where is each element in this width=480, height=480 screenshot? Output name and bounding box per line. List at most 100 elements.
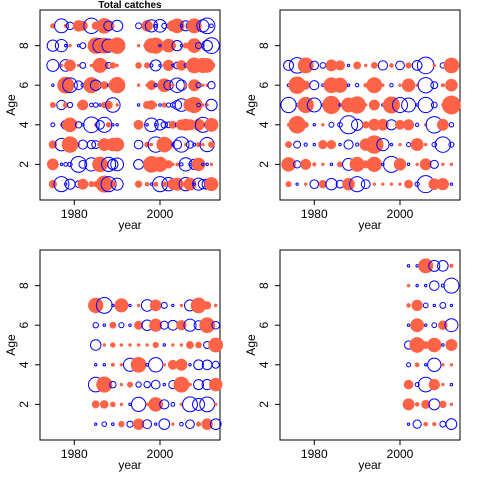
negative-bubble <box>64 59 76 72</box>
positive-bubble <box>434 136 452 153</box>
negative-bubble <box>411 299 423 312</box>
negative-bubble <box>301 80 311 90</box>
positive-bubble <box>319 62 327 69</box>
negative-bubble <box>128 343 132 347</box>
negative-bubble <box>62 117 78 133</box>
negative-bubble <box>389 182 394 186</box>
positive-bubble <box>360 179 371 190</box>
positive-bubble <box>406 162 411 167</box>
negative-bubble <box>173 376 190 393</box>
positive-bubble <box>115 123 119 127</box>
positive-bubble <box>417 96 434 114</box>
positive-bubble <box>160 121 169 129</box>
positive-bubble <box>414 382 420 388</box>
negative-bubble <box>406 303 411 308</box>
negative-bubble <box>439 400 447 409</box>
x-tick-label: 2000 <box>147 447 174 461</box>
positive-bubble <box>158 63 162 68</box>
positive-bubble <box>185 419 195 430</box>
negative-bubble <box>149 142 154 147</box>
negative-bubble <box>414 402 420 407</box>
negative-bubble <box>297 57 314 74</box>
positive-bubble <box>149 59 162 72</box>
negative-bubble <box>145 402 149 407</box>
positive-bubble <box>437 260 449 272</box>
positive-bubble <box>107 158 119 170</box>
positive-bubble <box>179 421 184 427</box>
negative-bubble <box>207 61 216 70</box>
positive-bubble <box>355 142 360 147</box>
positive-bubble <box>102 363 106 367</box>
negative-bubble <box>152 341 159 349</box>
negative-bubble <box>285 181 292 188</box>
positive-bubble <box>329 162 334 167</box>
positive-bubble <box>83 116 100 134</box>
negative-bubble <box>421 399 431 409</box>
negative-bubble <box>393 158 407 171</box>
positive-bubble <box>158 103 162 107</box>
negative-bubble <box>161 102 167 108</box>
positive-bubble <box>150 379 161 390</box>
y-tick-label: 6 <box>17 82 31 89</box>
positive-bubble <box>377 60 388 71</box>
positive-bubble <box>59 162 64 167</box>
y-tick-label: 4 <box>17 121 31 128</box>
negative-bubble <box>321 123 325 127</box>
negative-bubble <box>297 96 314 114</box>
negative-bubble <box>199 317 216 334</box>
positive-bubble <box>51 83 55 87</box>
positive-bubble <box>76 43 81 48</box>
positive-bubble <box>110 177 124 191</box>
negative-bubble <box>108 37 126 54</box>
positive-bubble <box>439 420 447 428</box>
negative-bubble <box>130 356 147 373</box>
negative-bubble <box>136 343 141 347</box>
negative-bubble <box>62 102 69 108</box>
negative-bubble <box>428 378 440 391</box>
positive-bubble <box>193 379 205 391</box>
positive-bubble <box>199 396 216 413</box>
negative-bubble <box>169 18 185 34</box>
negative-bubble <box>195 341 202 349</box>
x-tick-label: 2000 <box>387 207 414 221</box>
negative-bubble <box>88 297 104 314</box>
positive-bubble <box>309 80 320 91</box>
positive-bubble <box>92 102 99 108</box>
positive-bubble <box>211 320 221 330</box>
y-tick-label: 2 <box>257 401 271 408</box>
positive-bubble <box>448 122 455 128</box>
negative-bubble <box>149 299 162 312</box>
positive-bubble <box>53 176 70 193</box>
negative-bubble <box>141 20 153 32</box>
negative-bubble <box>186 38 202 53</box>
negative-bubble <box>381 83 385 87</box>
positive-bubble <box>66 101 74 109</box>
positive-bubble <box>153 23 158 28</box>
y-tick-label: 2 <box>257 161 271 168</box>
negative-bubble <box>110 137 125 152</box>
negative-bubble <box>440 83 445 88</box>
positive-bubble <box>153 83 158 88</box>
negative-bubble <box>176 320 187 331</box>
positive-bubble <box>201 162 205 167</box>
negative-bubble <box>109 321 117 329</box>
positive-bubble <box>424 323 428 327</box>
positive-bubble <box>439 301 447 309</box>
negative-bubble <box>403 119 415 131</box>
bubble-group <box>87 297 224 430</box>
negative-bubble <box>326 139 337 150</box>
negative-bubble <box>382 96 400 114</box>
y-tick-label: 2 <box>17 161 31 168</box>
negative-bubble <box>424 142 428 147</box>
negative-bubble <box>99 400 109 409</box>
positive-bubble <box>162 343 166 347</box>
negative-bubble <box>364 63 368 68</box>
plot-frame <box>279 249 461 441</box>
negative-bubble <box>370 62 378 69</box>
positive-bubble <box>303 142 308 147</box>
positive-bubble <box>205 162 209 167</box>
positive-bubble <box>193 359 204 371</box>
positive-bubble <box>128 323 132 327</box>
x-tick-label: 1980 <box>301 207 328 221</box>
